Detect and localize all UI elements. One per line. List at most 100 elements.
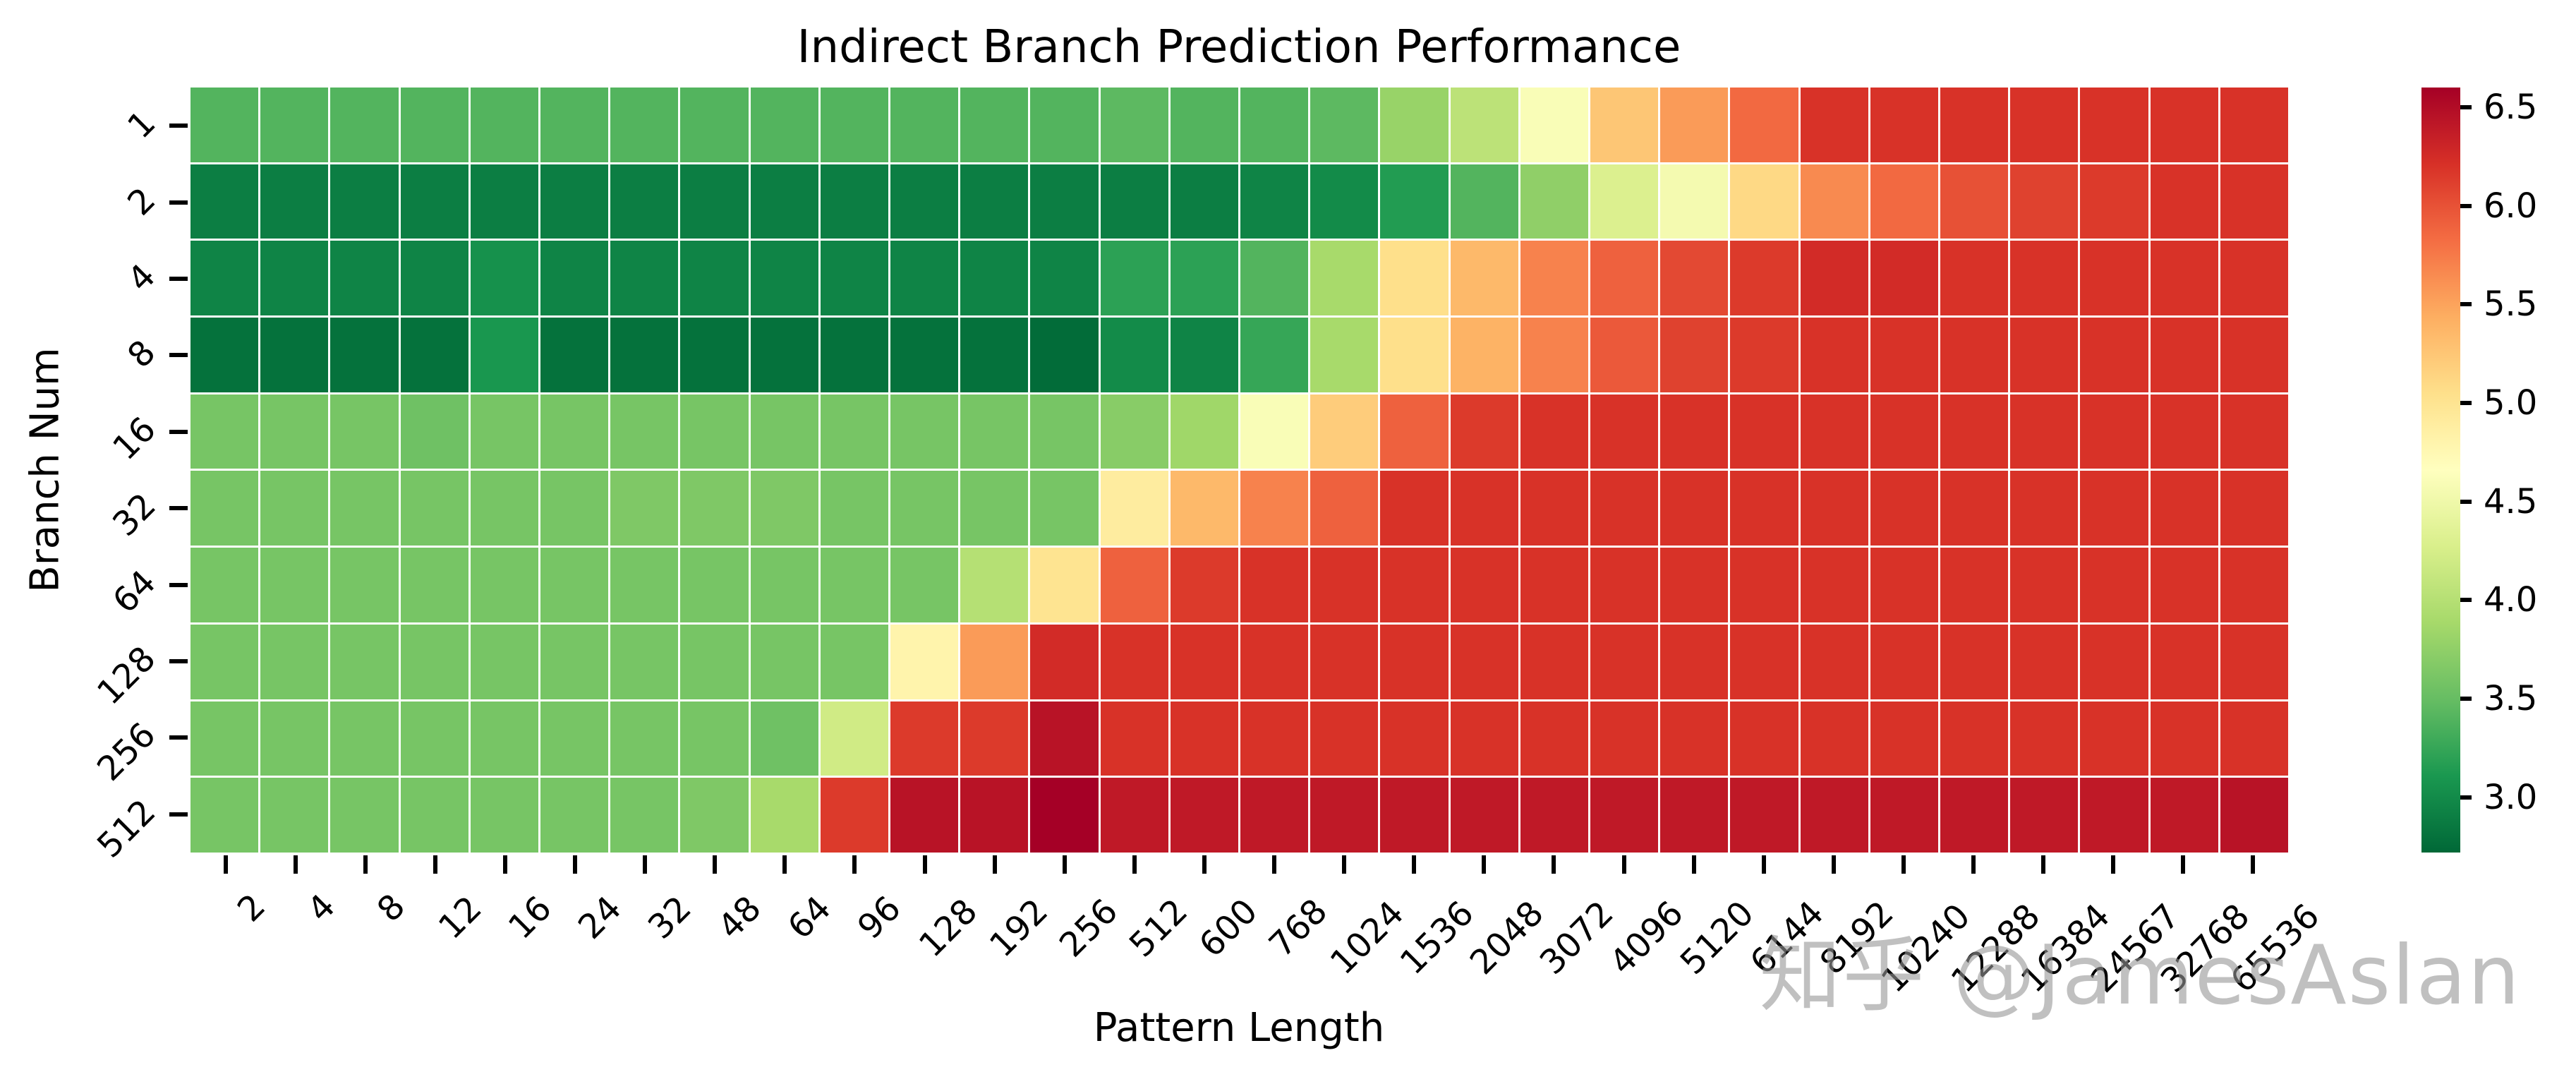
heatmap-cell xyxy=(890,164,959,239)
heatmap-cell xyxy=(820,394,888,469)
heatmap-cell xyxy=(1870,241,1938,316)
x-tick-label: 1024 xyxy=(1322,893,1412,982)
heatmap-cell xyxy=(260,778,329,853)
heatmap-cell xyxy=(2150,624,2218,699)
heatmap-cell xyxy=(2010,471,2079,546)
x-tick-label: 2048 xyxy=(1462,893,1552,982)
heatmap-cell xyxy=(680,624,749,699)
heatmap-cell xyxy=(750,318,818,392)
heatmap-cell xyxy=(1240,394,1309,469)
heatmap-cell xyxy=(1660,318,1729,392)
heatmap-cell xyxy=(260,471,329,546)
heatmap-cell xyxy=(1520,241,1588,316)
x-tick-mark xyxy=(1202,855,1207,874)
heatmap-cell xyxy=(400,164,468,239)
x-tick-mark xyxy=(2041,855,2046,874)
y-tick-label: 1 xyxy=(120,103,164,147)
heatmap-cell xyxy=(1170,624,1238,699)
heatmap-cell xyxy=(1940,701,2009,776)
heatmap-cell xyxy=(750,88,818,162)
heatmap-cell xyxy=(1730,778,1798,853)
y-axis-label: Branch Num xyxy=(22,347,68,593)
heatmap-cell xyxy=(610,394,679,469)
heatmap-cell xyxy=(960,778,1029,853)
y-tick-mark xyxy=(169,200,188,205)
heatmap-cell xyxy=(1940,88,2009,162)
heatmap-cell xyxy=(1590,318,1659,392)
colorbar-tick-mark xyxy=(2460,203,2472,208)
heatmap-cell xyxy=(1380,241,1449,316)
heatmap-cell xyxy=(540,394,609,469)
heatmap-cell xyxy=(1030,701,1099,776)
heatmap-cell xyxy=(1800,394,1868,469)
heatmap-cell xyxy=(470,164,538,239)
heatmap-cell xyxy=(750,548,818,622)
heatmap-cell xyxy=(1940,624,2009,699)
heatmap-cell xyxy=(750,471,818,546)
heatmap-cell xyxy=(960,241,1029,316)
heatmap-cell xyxy=(1100,164,1168,239)
heatmap-cell xyxy=(960,164,1029,239)
heatmap-cell xyxy=(820,471,888,546)
heatmap-cell xyxy=(1380,778,1449,853)
heatmap-cell xyxy=(1520,548,1588,622)
heatmap-cell xyxy=(610,701,679,776)
x-tick-mark xyxy=(2181,855,2186,874)
heatmap-cell xyxy=(2010,624,2079,699)
colorbar-tick-mark xyxy=(2460,401,2472,405)
heatmap-cell xyxy=(1520,778,1588,853)
y-tick-mark xyxy=(169,124,188,128)
heatmap-cell xyxy=(1590,241,1659,316)
heatmap-cell xyxy=(1450,701,1518,776)
y-tick-mark xyxy=(169,429,188,434)
heatmap-cell xyxy=(1100,241,1168,316)
heatmap-cell xyxy=(540,88,609,162)
heatmap-cell xyxy=(1730,701,1798,776)
heatmap-cell xyxy=(1240,318,1309,392)
heatmap-cell xyxy=(680,394,749,469)
colorbar-tick-mark xyxy=(2460,302,2472,307)
heatmap-cell xyxy=(1870,701,1938,776)
y-tick-label: 8 xyxy=(120,332,164,376)
heatmap-cell xyxy=(680,701,749,776)
heatmap-cell xyxy=(540,318,609,392)
heatmap-cell xyxy=(680,241,749,316)
x-tick-mark xyxy=(1132,855,1137,874)
heatmap-cell xyxy=(260,164,329,239)
heatmap-cell xyxy=(1450,394,1518,469)
heatmap-cell xyxy=(890,241,959,316)
heatmap-cell xyxy=(1380,88,1449,162)
heatmap-cell xyxy=(890,88,959,162)
colorbar-tick-mark xyxy=(2460,697,2472,701)
heatmap-cell xyxy=(1310,88,1379,162)
heatmap-cell xyxy=(610,318,679,392)
heatmap-cell xyxy=(890,318,959,392)
x-tick-mark xyxy=(922,855,927,874)
heatmap-cell xyxy=(890,701,959,776)
x-tick-mark xyxy=(1831,855,1836,874)
x-tick-mark xyxy=(1342,855,1347,874)
heatmap-cell xyxy=(400,548,468,622)
x-tick-label: 96 xyxy=(850,889,909,947)
heatmap-cell xyxy=(1170,471,1238,546)
heatmap-cell xyxy=(2080,548,2148,622)
heatmap-cell xyxy=(400,318,468,392)
x-tick-label: 5120 xyxy=(1672,893,1762,982)
heatmap-cell xyxy=(400,471,468,546)
heatmap-cell xyxy=(260,701,329,776)
heatmap-cell xyxy=(1450,548,1518,622)
heatmap-cell xyxy=(1450,624,1518,699)
y-tick-label: 4 xyxy=(120,256,164,300)
heatmap-cell xyxy=(2220,778,2288,853)
heatmap-cell xyxy=(1870,548,1938,622)
heatmap-cell xyxy=(540,548,609,622)
heatmap-cell xyxy=(191,778,259,853)
heatmap-cell xyxy=(330,164,399,239)
y-tick-mark xyxy=(169,582,188,587)
heatmap-cell xyxy=(1380,548,1449,622)
heatmap-cell xyxy=(2150,318,2218,392)
heatmap-cell xyxy=(680,471,749,546)
heatmap-cell xyxy=(750,778,818,853)
heatmap-cell xyxy=(2010,318,2079,392)
